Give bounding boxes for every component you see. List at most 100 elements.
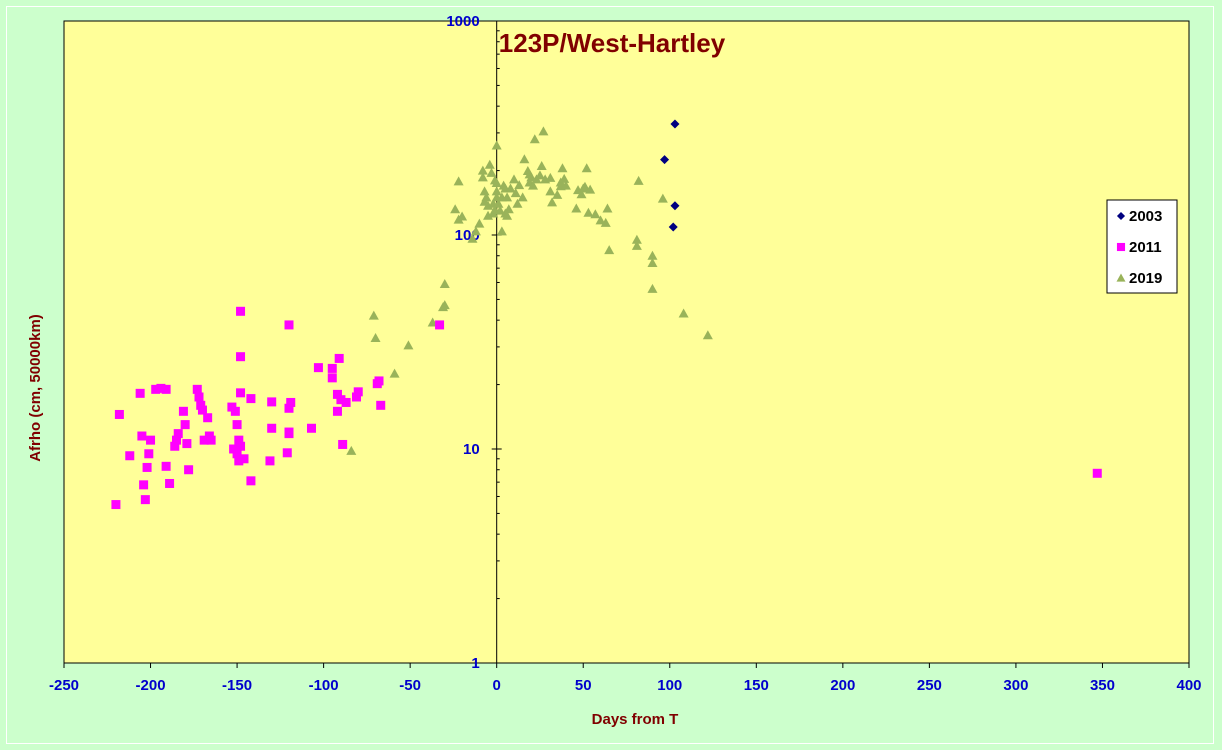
- data-point-triangle: [552, 189, 563, 199]
- data-point-triangle: [467, 233, 478, 243]
- data-point-square: [234, 456, 244, 466]
- data-point-diamond: [670, 119, 680, 129]
- data-point-triangle: [450, 204, 461, 214]
- x-tick-label: -100: [309, 677, 339, 694]
- data-point-square: [435, 320, 445, 330]
- data-point-square: [111, 500, 121, 510]
- data-point-triangle: [657, 193, 668, 203]
- data-point-triangle: [647, 283, 658, 293]
- data-point-square: [135, 388, 145, 398]
- data-point-triangle: [581, 163, 592, 173]
- data-point-triangle: [604, 245, 615, 255]
- data-point-square: [336, 395, 346, 405]
- data-point-square: [206, 435, 216, 445]
- data-point-square: [142, 462, 152, 472]
- data-point-triangle: [514, 180, 525, 190]
- data-point-square: [140, 495, 150, 505]
- data-point-square: [374, 376, 384, 386]
- data-point-square: [161, 384, 171, 394]
- data-point-square: [284, 403, 294, 413]
- data-point-square: [197, 405, 207, 415]
- data-point-triangle: [559, 173, 570, 183]
- data-points: [111, 119, 1102, 510]
- x-tick-label: -50: [399, 677, 421, 694]
- data-point-triangle: [631, 234, 642, 244]
- data-point-square: [184, 465, 194, 475]
- data-point-triangle: [647, 250, 658, 260]
- x-tick-label: 150: [744, 677, 769, 694]
- data-point-triangle: [633, 175, 644, 185]
- data-point-triangle: [512, 198, 523, 208]
- data-point-triangle: [481, 192, 492, 202]
- data-point-triangle: [491, 140, 502, 150]
- data-point-triangle: [576, 189, 587, 199]
- data-point-triangle: [509, 174, 519, 184]
- y-tick-label: 10: [463, 441, 480, 458]
- data-point-triangle: [528, 180, 539, 190]
- data-point-triangle: [503, 204, 514, 214]
- data-point-square: [341, 397, 351, 407]
- data-point-square: [172, 435, 181, 445]
- data-point-triangle: [557, 163, 568, 173]
- data-point-square: [313, 363, 323, 373]
- data-point-square: [353, 387, 363, 397]
- data-point-square: [376, 400, 386, 410]
- data-point-triangle: [370, 333, 381, 343]
- data-point-square: [284, 320, 294, 330]
- x-tick-label: 250: [917, 677, 942, 694]
- data-point-square: [137, 431, 147, 441]
- data-point-square: [327, 373, 337, 383]
- data-point-triangle: [600, 217, 611, 227]
- data-point-triangle: [403, 340, 414, 350]
- x-tick-label: 400: [1176, 677, 1201, 694]
- data-point-square: [232, 449, 242, 459]
- data-point-triangle: [538, 126, 549, 136]
- data-point-square: [307, 423, 316, 433]
- data-point-triangle: [560, 180, 571, 190]
- data-point-square: [352, 392, 361, 402]
- x-tick-label: 0: [493, 677, 501, 694]
- legend-entry-2011: 2011: [1116, 239, 1162, 256]
- data-point-triangle: [470, 226, 481, 236]
- legend: 2003 2011 2019: [1106, 199, 1178, 294]
- data-point-triangle: [439, 300, 450, 310]
- data-point-triangle: [495, 205, 506, 215]
- data-point-square: [229, 444, 239, 454]
- x-tick-label: 300: [1003, 677, 1028, 694]
- chart-title: 123P/West-Hartley: [499, 28, 726, 58]
- data-point-triangle: [346, 445, 357, 455]
- x-tick-label: 100: [657, 677, 682, 694]
- data-point-triangle: [631, 240, 642, 250]
- data-point-square: [196, 400, 206, 410]
- data-point-triangle: [484, 159, 495, 169]
- data-point-square: [239, 454, 249, 464]
- plot-area: [63, 20, 1190, 664]
- data-point-square: [234, 435, 244, 445]
- data-point-triangle: [647, 257, 658, 267]
- data-point-square: [165, 478, 175, 488]
- data-point-square: [194, 392, 204, 402]
- data-point-triangle: [583, 207, 594, 217]
- data-point-square: [114, 409, 124, 419]
- data-point-square: [334, 353, 344, 363]
- y-tick-label: 1: [471, 655, 479, 672]
- data-point-triangle: [545, 172, 556, 182]
- data-point-triangle: [477, 165, 488, 175]
- data-point-square: [267, 397, 277, 407]
- data-point-triangle: [505, 183, 516, 193]
- data-point-triangle: [545, 186, 556, 196]
- data-point-triangle: [477, 172, 488, 182]
- data-point-square: [338, 439, 348, 449]
- data-point-triangle: [479, 186, 490, 196]
- data-point-triangle: [510, 188, 521, 198]
- data-point-square: [332, 389, 342, 399]
- legend-label: 2011: [1129, 239, 1162, 256]
- data-point-square: [178, 406, 188, 416]
- data-point-square: [146, 435, 156, 445]
- data-point-square: [265, 456, 275, 466]
- data-point-square: [236, 388, 246, 398]
- data-point-square: [170, 441, 180, 451]
- series-2011: [111, 306, 1102, 510]
- data-point-triangle: [491, 186, 502, 196]
